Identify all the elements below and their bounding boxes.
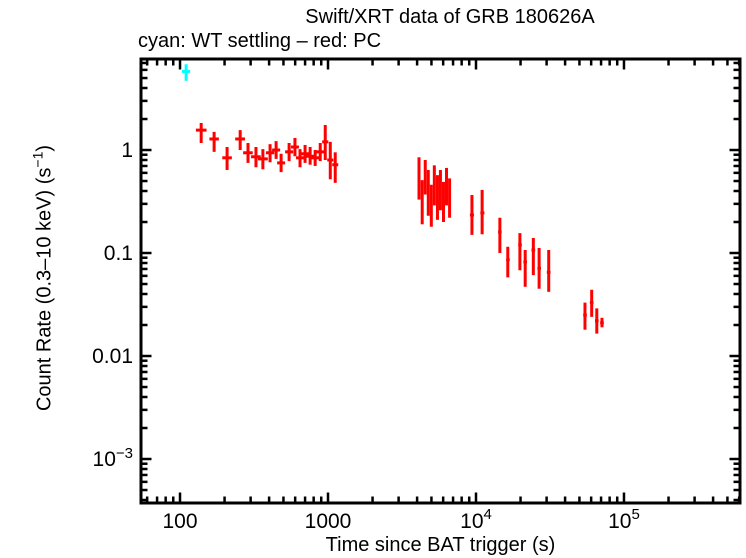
x-tick-label: 104: [460, 506, 492, 533]
y-axis-label-exponent: −1: [29, 151, 46, 168]
y-axis-label-close: ): [33, 144, 56, 152]
chart-title: Swift/XRT data of GRB 180626A: [305, 6, 595, 28]
y-tick-label: 0.1: [104, 242, 133, 265]
y-axis-label: Count Rate (0.3–10 keV) (s−1): [30, 145, 57, 411]
x-axis-label: Time since BAT trigger (s): [325, 534, 556, 556]
y-axis-ticks: [142, 61, 739, 502]
y-axis-label-text: Count Rate (0.3–10 keV) (s: [33, 167, 56, 412]
x-tick-labels: 100 1000 104 105: [162, 506, 639, 533]
x-tick-label: 1000: [305, 510, 352, 533]
y-tick-label: 0.01: [92, 345, 133, 368]
y-tick-label: 1: [121, 139, 133, 162]
plot-frame: [139, 57, 742, 505]
pc-points: [195, 122, 604, 334]
x-axis-ticks: [145, 60, 741, 502]
wt-settling-points: [181, 64, 191, 81]
x-tick-label: 100: [162, 510, 197, 533]
x-tick-label: 105: [608, 506, 640, 533]
y-tick-labels: 1 0.1 0.01 10−3: [92, 139, 133, 471]
chart-subtitle: cyan: WT settling – red: PC: [138, 30, 382, 52]
y-tick-label: 10−3: [93, 445, 133, 471]
